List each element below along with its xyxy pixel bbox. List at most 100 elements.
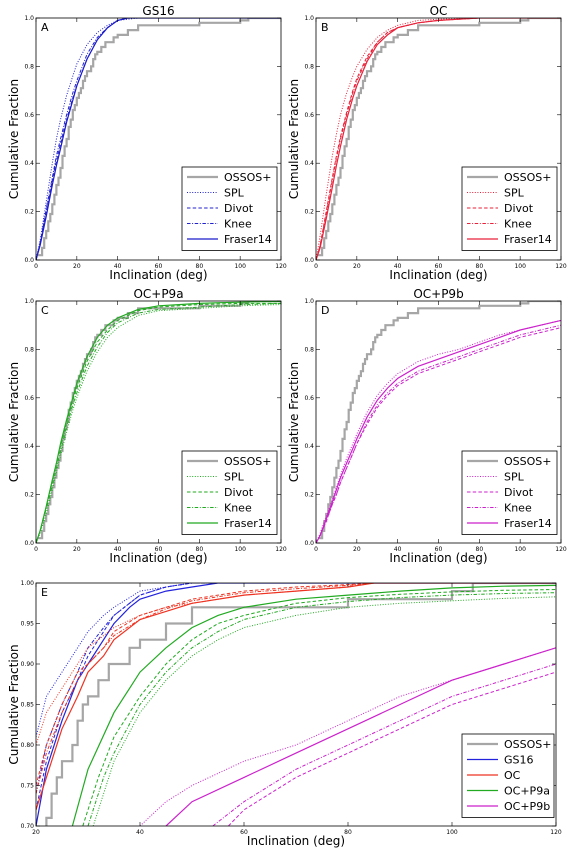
x-tick-label: 120 [550, 829, 562, 836]
legend-entry: Fraser14 [224, 233, 272, 246]
y-tick-label: 0.2 [304, 209, 314, 216]
x-tick-label: 40 [136, 829, 144, 836]
legend-entry: Knee [224, 218, 252, 231]
y-axis-label: Cumulative Fraction [287, 362, 301, 482]
series-line-fraser14 [36, 301, 281, 543]
legend-entry: SPL [504, 471, 525, 484]
y-tick-label: 0.8 [304, 63, 314, 70]
legend-box [181, 450, 278, 535]
x-tick-label: 20 [73, 263, 81, 270]
x-tick-label: 60 [155, 546, 163, 553]
y-axis-label: Cumulative Fraction [7, 362, 21, 482]
y-tick-label: 0.6 [24, 112, 34, 119]
y-tick-label: 0.6 [24, 395, 34, 402]
series-line-oc-p9b-knee [212, 663, 556, 826]
x-tick-label: 20 [73, 546, 81, 553]
legend-box [461, 166, 558, 251]
chart-panel-C: 0 20 40 60 80 100 120 0.0 0.2 0.4 0.6 0.8 1.0 Inclina… [7, 287, 287, 565]
series-line-oc-p9b [165, 647, 556, 826]
series-line-ossos- [38, 301, 281, 540]
legend-entry: GS16 [504, 754, 534, 767]
x-axis-label: Inclination (deg) [389, 551, 487, 565]
y-tick-label: 0.75 [21, 783, 35, 790]
y-tick-label: 0.0 [304, 540, 314, 547]
y-axis-label: Cumulative Fraction [7, 79, 21, 199]
y-tick-label: 0.0 [24, 540, 34, 547]
y-tick-label: 0.4 [24, 160, 34, 167]
series-line-fraser14 [36, 18, 281, 260]
x-tick-label: 60 [435, 263, 443, 270]
legend-entry: Divot [224, 202, 254, 215]
x-axis-label: Inclination (deg) [109, 268, 207, 282]
legend-entry: OSSOS+ [504, 171, 551, 184]
x-tick-label: 20 [32, 829, 40, 836]
series-line-spl [316, 18, 561, 260]
y-tick-label: 0.0 [304, 257, 314, 264]
x-tick-label: 40 [394, 546, 402, 553]
series-group [36, 301, 281, 543]
series-line-oc-knee [36, 583, 556, 794]
x-tick-label: 80 [476, 263, 484, 270]
y-tick-label: 0.2 [24, 209, 34, 216]
legend-box [181, 166, 278, 251]
panel-letter: B [321, 21, 329, 34]
legend-entry: Knee [504, 502, 532, 515]
y-tick-label: 0.8 [24, 346, 34, 353]
legend-entry: OSSOS+ [504, 738, 551, 751]
y-tick-label: 1.0 [304, 298, 314, 305]
legend-entry: Fraser14 [504, 517, 552, 530]
y-tick-label: 0.80 [21, 742, 35, 749]
series-group [316, 18, 561, 260]
x-tick-label: 20 [353, 263, 361, 270]
legend-entry: OSSOS+ [504, 455, 551, 468]
series-line-ossos- [318, 18, 561, 257]
y-tick-label: 0.4 [304, 443, 314, 450]
series-group [36, 18, 281, 260]
legend-entry: Divot [504, 202, 534, 215]
chart-title: OC+P9b [413, 287, 463, 301]
legend-entry: OC+P9a [504, 785, 550, 798]
y-tick-label: 0.85 [21, 702, 35, 709]
x-tick-label: 120 [275, 546, 287, 553]
y-tick-label: 0.8 [24, 63, 34, 70]
x-axis-label: Inclination (deg) [247, 834, 345, 848]
legend-entry: SPL [504, 187, 525, 200]
panel-letter: A [41, 21, 49, 34]
legend-entry: OSSOS+ [224, 171, 271, 184]
series-line-fraser14 [316, 18, 561, 260]
x-tick-label: 20 [353, 546, 361, 553]
x-tick-label: 80 [196, 546, 204, 553]
legend-entry: OSSOS+ [224, 455, 271, 468]
y-axis-label: Cumulative Fraction [287, 79, 301, 199]
chart-title: OC+P9a [133, 287, 183, 301]
panel-letter: D [321, 304, 329, 317]
x-tick-label: 0 [314, 263, 318, 270]
legend-entry: Divot [224, 486, 254, 499]
chart-panel-D: 0 20 40 60 80 100 120 0.0 0.2 0.4 0.6 0.8 1.0 Inclina… [287, 287, 567, 565]
legend-entry: Knee [224, 502, 252, 515]
legend-entry: SPL [224, 471, 245, 484]
x-tick-label: 100 [446, 829, 458, 836]
legend-entry: Divot [504, 486, 534, 499]
series-line-oc-p9b-spl [139, 647, 556, 826]
y-tick-label: 0.95 [21, 621, 35, 628]
legend-entry: Knee [504, 218, 532, 231]
panel-letter: E [41, 586, 48, 599]
y-axis-label: Cumulative Fraction [7, 644, 21, 764]
series-line-ossos- [38, 18, 281, 257]
legend-box [461, 450, 558, 535]
chart-title: OC [430, 4, 448, 18]
y-tick-label: 0.6 [304, 112, 314, 119]
y-tick-label: 0.6 [304, 395, 314, 402]
series-line-oc-p9a-knee [87, 592, 556, 826]
y-tick-label: 1.0 [304, 15, 314, 22]
legend-entry: Fraser14 [224, 517, 272, 530]
legend-entry: SPL [224, 187, 245, 200]
x-tick-label: 120 [275, 263, 287, 270]
legend: OSSOS+ SPL Divot Knee Fraser14 [461, 450, 558, 535]
x-tick-label: 80 [344, 829, 352, 836]
series-line-gs16-spl [36, 583, 556, 738]
y-tick-label: 0.2 [304, 492, 314, 499]
x-tick-label: 40 [114, 263, 122, 270]
series-line-divot [316, 327, 561, 543]
